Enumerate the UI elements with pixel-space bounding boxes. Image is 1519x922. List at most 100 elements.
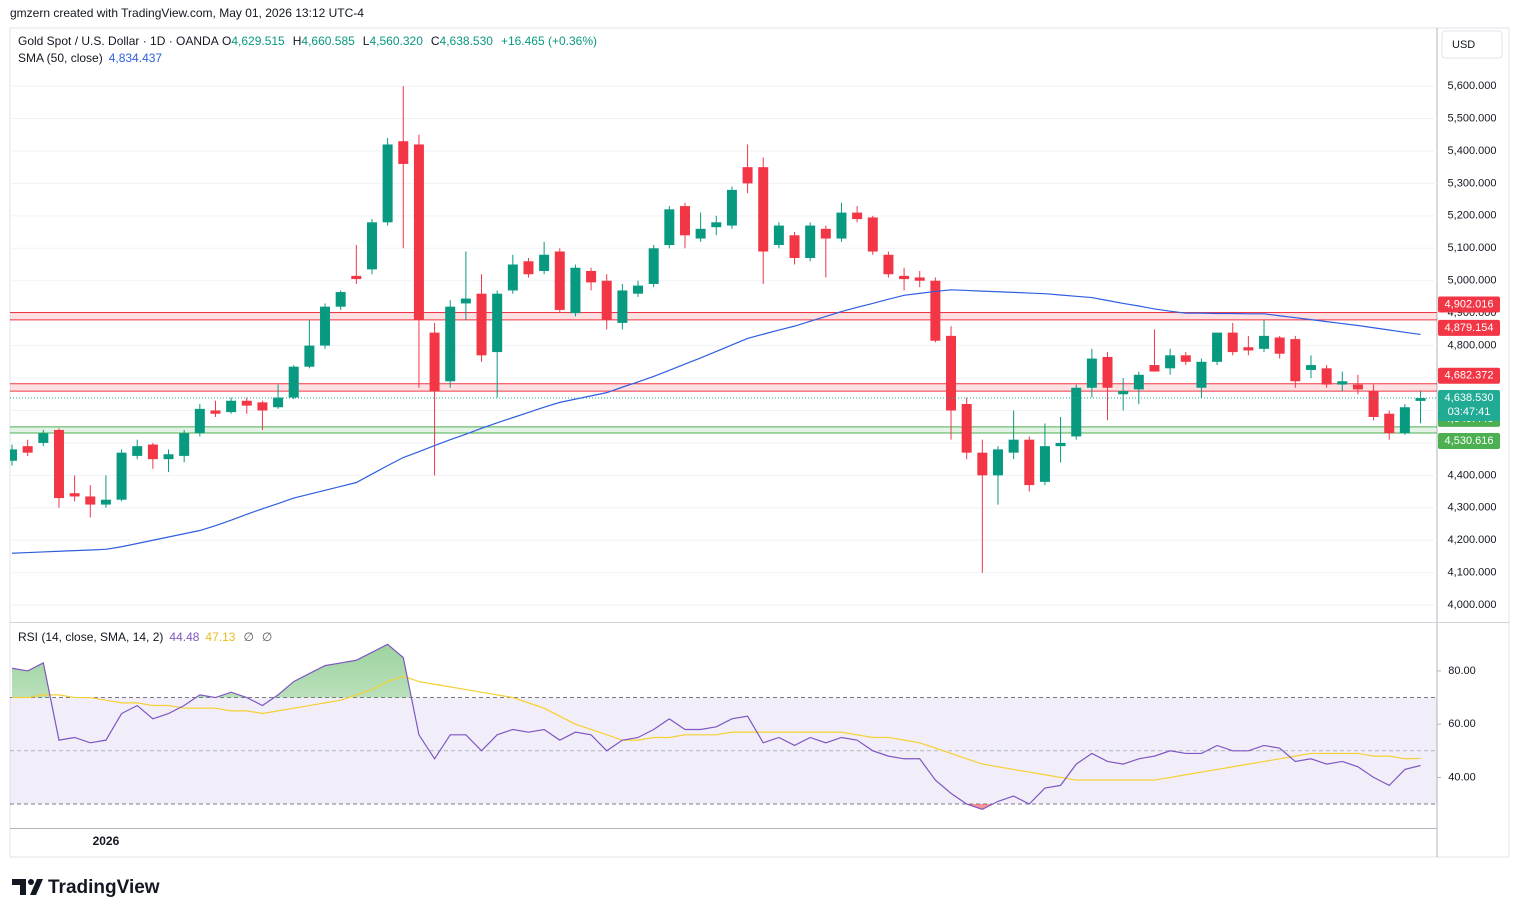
candle-body — [726, 189, 737, 226]
currency[interactable]: USD — [1452, 39, 1475, 51]
candle-body — [1149, 365, 1160, 372]
y-tick-label: 5,500.000 — [1448, 112, 1497, 124]
rsi-pane — [10, 643, 1437, 811]
ohlc-label: H — [293, 34, 302, 48]
ohlc-label: L — [363, 34, 370, 48]
candle-body — [867, 217, 878, 252]
countdown: 03:47:41 — [1448, 406, 1491, 418]
legend-symbol: Gold Spot / U.S. Dollar · 1D · OANDA — [18, 34, 219, 48]
candle-body — [1415, 397, 1426, 401]
zone-price-box — [1438, 367, 1500, 384]
candle-body — [1039, 446, 1050, 482]
y-tick-label: 80.00 — [1448, 665, 1476, 677]
sma-line — [12, 289, 1421, 554]
candle-body — [1118, 391, 1129, 395]
y-tick-label: 40.00 — [1448, 771, 1476, 783]
zone-price-box — [1438, 432, 1500, 449]
candle-body — [820, 228, 831, 239]
y-tick-label: 4,300.000 — [1448, 502, 1497, 514]
candle-body — [22, 446, 33, 453]
zone-price-box — [1438, 319, 1500, 336]
candle-body — [53, 429, 64, 499]
candle-body — [210, 410, 221, 414]
candle-body — [492, 293, 503, 353]
candle-body — [241, 400, 252, 406]
candle-body — [1305, 365, 1316, 370]
candle-body — [852, 212, 863, 220]
y-tick-label: 5,000.000 — [1448, 275, 1497, 287]
legend-sma: SMA (50, close) 4,834.437 — [18, 51, 162, 65]
candle-body — [413, 144, 424, 320]
candle-body — [914, 277, 925, 281]
candle-body — [883, 254, 894, 275]
y-tick-label: 5,300.000 — [1448, 177, 1497, 189]
candle-body — [773, 225, 784, 246]
candle-body — [1274, 337, 1285, 354]
y-tick-label: 4,400.000 — [1448, 469, 1497, 481]
candle-body — [1243, 347, 1254, 351]
candle-body — [679, 206, 690, 236]
price-pane — [10, 85, 1437, 606]
rsi-sma-value: 47.13 — [205, 630, 235, 644]
candle-body — [899, 275, 910, 280]
ohlc-label: O — [222, 34, 231, 48]
candle-body — [570, 267, 581, 314]
currency-button[interactable] — [1441, 30, 1503, 59]
candle-body — [1290, 339, 1301, 382]
candle-body — [633, 285, 644, 294]
candle-body — [257, 402, 268, 411]
rsi-name: RSI (14, close, SMA, 14, 2) — [18, 630, 163, 644]
candle-body — [1133, 374, 1144, 390]
candle-body — [476, 293, 487, 356]
candle-body — [1212, 332, 1223, 362]
axes: 4,000.000 4,100.000 4,200.000 4,300.000 4,40… — [93, 80, 1500, 848]
candle-body — [1102, 356, 1113, 388]
candle-body — [805, 225, 816, 259]
candle-body — [335, 292, 346, 307]
zone-price-label: 4,902.016 — [1445, 298, 1494, 310]
y-tick-label: 5,600.000 — [1448, 80, 1497, 92]
rsi-extra: ∅ — [262, 630, 272, 644]
y-tick-label: 4,100.000 — [1448, 567, 1497, 579]
candle-body — [836, 212, 847, 239]
zone-price-label: 4,530.616 — [1445, 435, 1494, 447]
ohlc-value: 4,560.320 — [369, 34, 423, 48]
rsi-band — [10, 697, 1437, 805]
ohlc-value: 4,660.585 — [301, 34, 355, 48]
candle-body — [382, 144, 393, 223]
last-price-box — [1438, 389, 1500, 421]
candle-body — [85, 496, 96, 505]
candle-body — [1008, 439, 1019, 453]
candle-body — [147, 444, 158, 460]
last-price-label: 4,638.530 — [1445, 392, 1494, 404]
candle-body — [116, 452, 127, 500]
legend-ohlc: O4,629.515 H4,660.585 L4,560.320 C4,638.530… — [222, 34, 597, 48]
candle-body — [69, 493, 80, 497]
sma-name: SMA (50, close) — [18, 51, 103, 65]
candle-body — [1352, 384, 1363, 390]
candle-body — [38, 433, 49, 443]
candle-body — [226, 400, 237, 413]
candle-body — [10, 449, 18, 461]
candle-body — [1368, 391, 1379, 417]
candle-body — [304, 345, 315, 367]
candle-body — [695, 228, 706, 239]
change: +16.465 (+0.36%) — [501, 34, 597, 48]
y-tick-label: 60.00 — [1448, 718, 1476, 730]
y-tick-label: 5,100.000 — [1448, 242, 1497, 254]
brand: TradingView — [48, 877, 160, 898]
rsi-sma-line — [12, 675, 1421, 781]
candle-body — [1399, 407, 1410, 434]
legend-rsi: RSI (14, close, SMA, 14, 2) 44.48 47.13 ∅ ∅ — [18, 630, 272, 644]
rsi-line — [11, 643, 1421, 811]
candle-body — [1227, 332, 1238, 353]
candle-body — [1086, 358, 1097, 388]
candle-body — [617, 290, 628, 323]
ohlc-value: 4,638.530 — [440, 34, 494, 48]
candle-body — [1196, 361, 1207, 388]
candle-body — [977, 452, 988, 476]
candle-body — [1180, 355, 1191, 362]
candle-body — [523, 261, 534, 275]
candle-body — [351, 275, 362, 280]
